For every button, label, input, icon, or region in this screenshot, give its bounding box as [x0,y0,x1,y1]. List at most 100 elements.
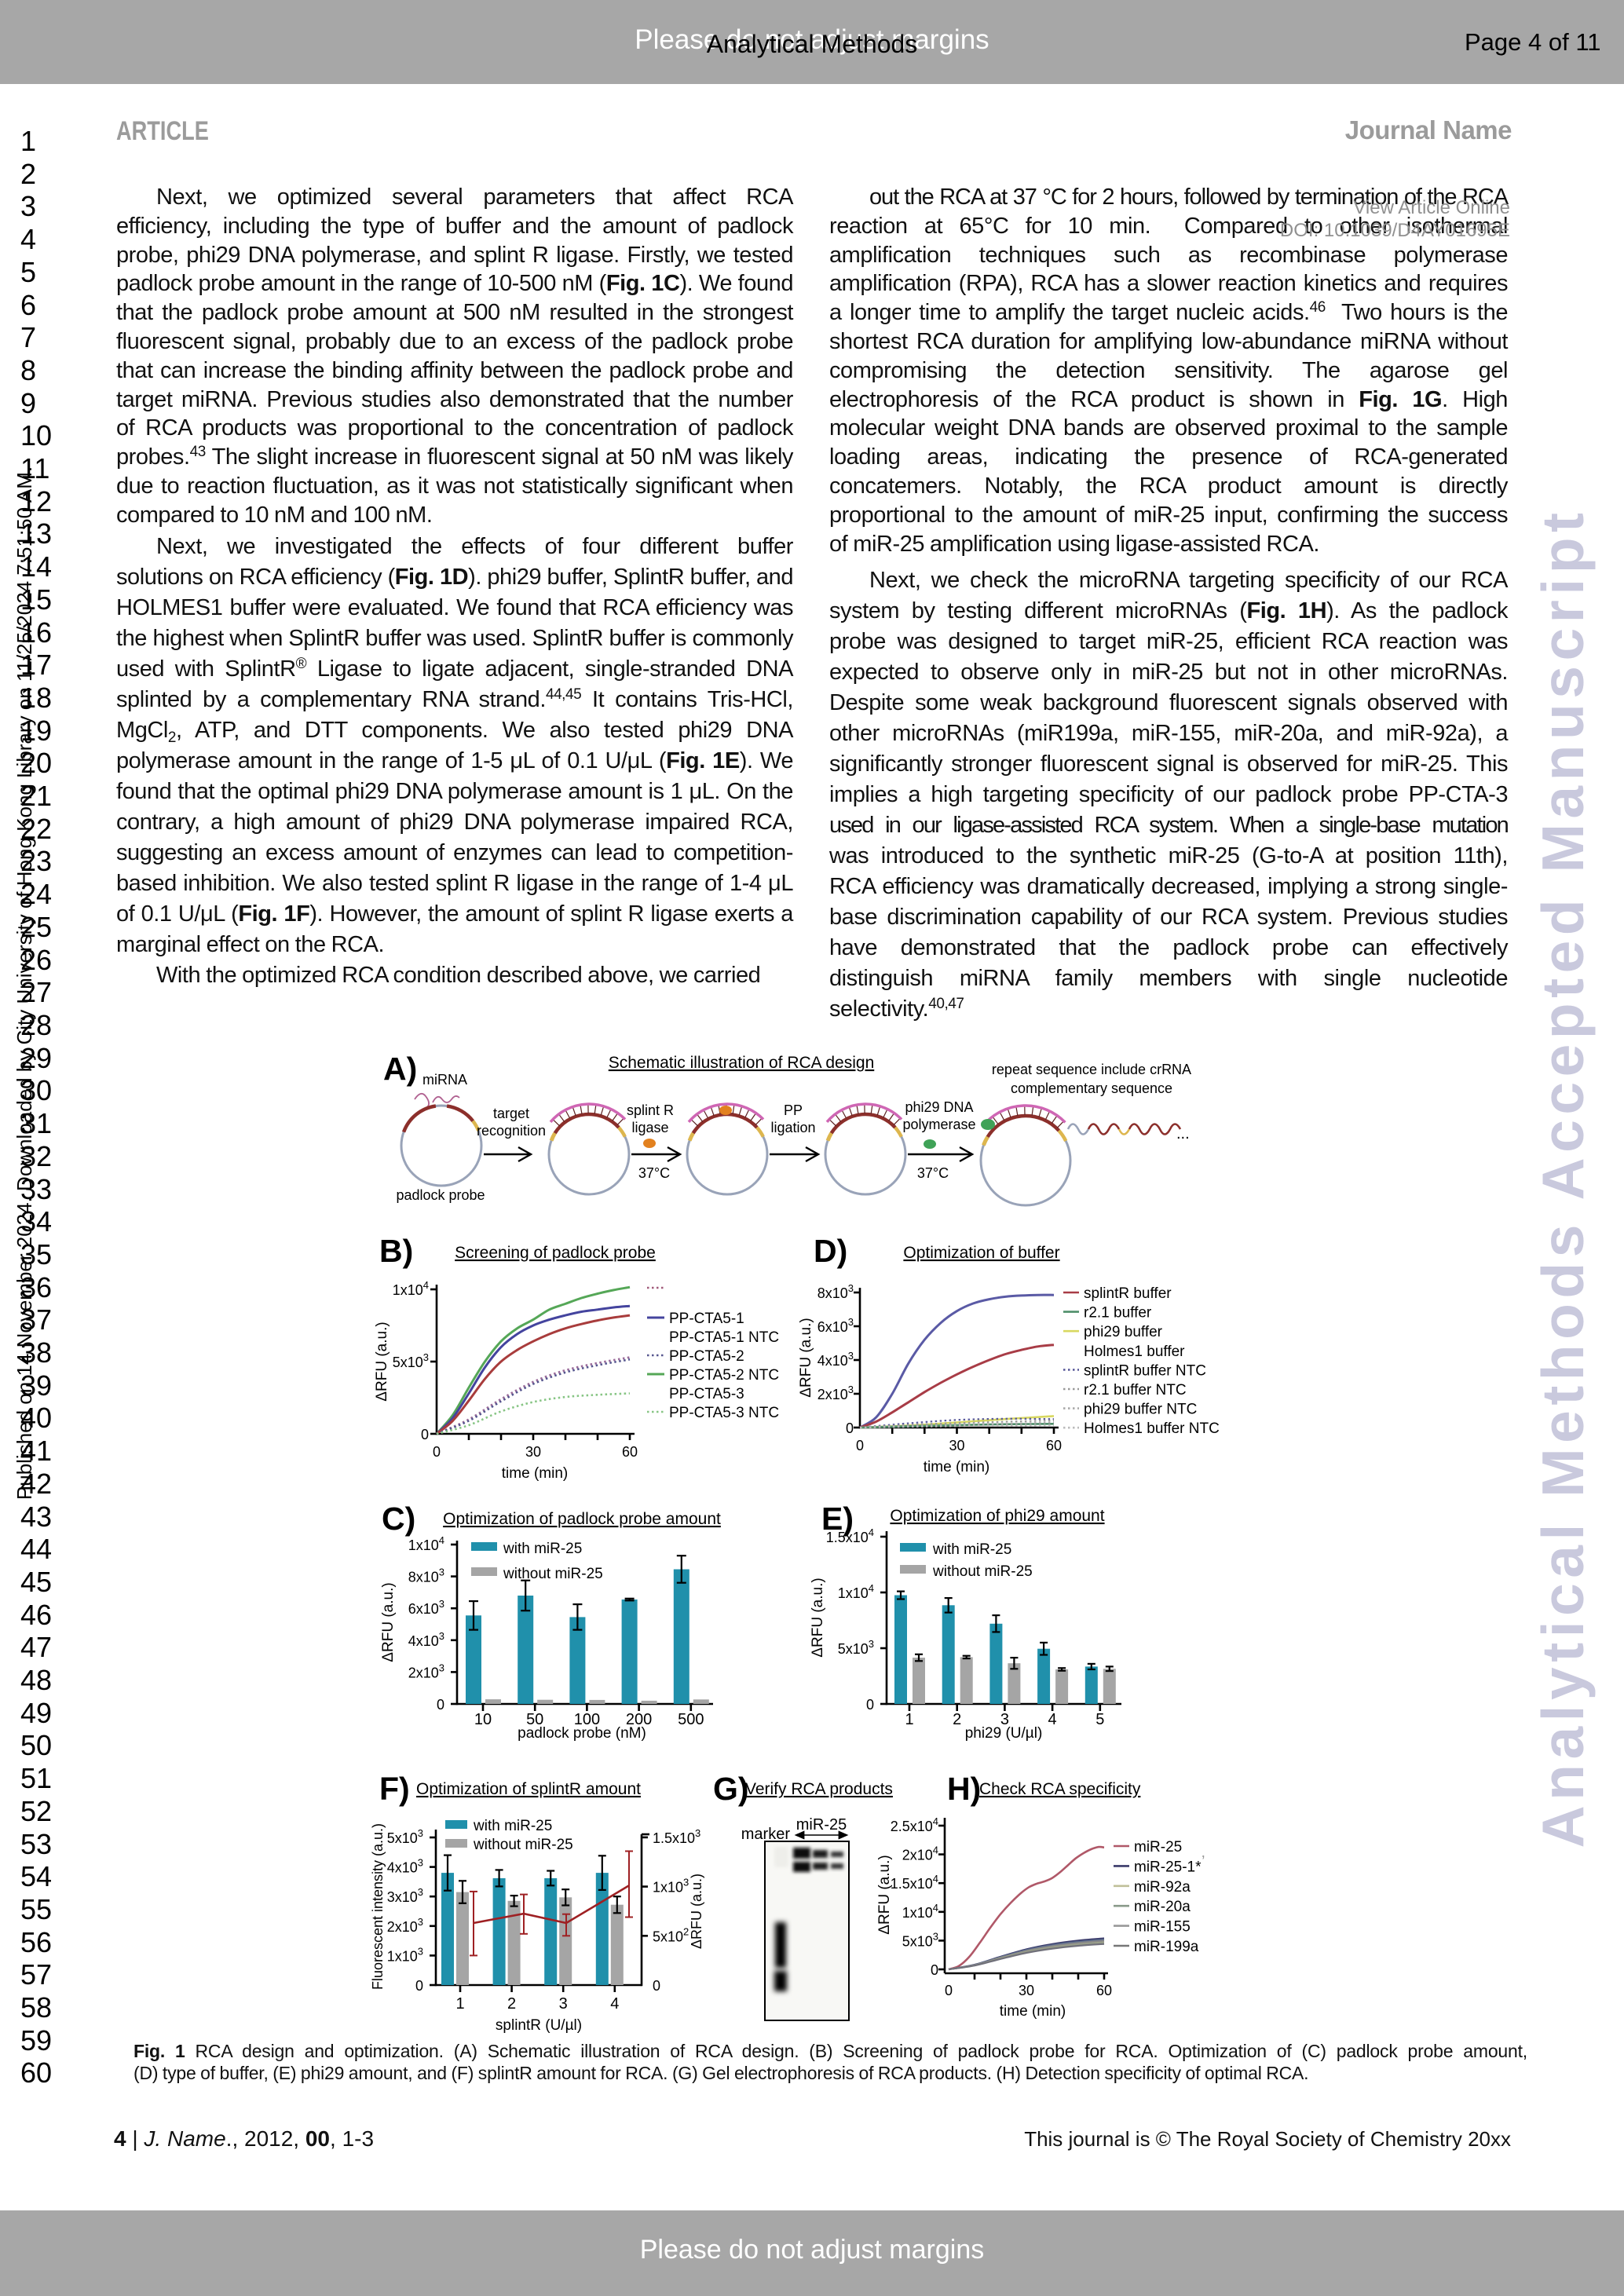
svg-text:1.5x104: 1.5x104 [891,1873,938,1892]
svg-text:0: 0 [437,1697,444,1713]
svg-text:30: 30 [1019,1983,1034,1998]
svg-text:1x104: 1x104 [393,1279,429,1298]
svg-text:PP-CTA5-1 NTC: PP-CTA5-1 NTC [669,1329,779,1346]
svg-text:splintR (U/µl): splintR (U/µl) [496,2017,582,2034]
svg-text:without miR-25: without miR-25 [473,1837,573,1853]
svg-text:4: 4 [1048,1711,1057,1728]
svg-text:padlock probe (nM): padlock probe (nM) [518,1725,646,1742]
svg-text:5x103: 5x103 [387,1827,423,1846]
svg-text:Fluorescent intensity (a.u.): Fluorescent intensity (a.u.) [370,1823,386,1990]
svg-text:without miR-25: without miR-25 [932,1563,1033,1580]
svg-text:miR-199a: miR-199a [1134,1939,1199,1955]
svg-text:miRNA: miRNA [422,1072,467,1088]
svg-text:1.5x104: 1.5x104 [826,1526,874,1545]
svg-text:5x103: 5x103 [838,1638,874,1657]
svg-text:D): D) [814,1233,847,1269]
svg-text:Check RCA specificity: Check RCA specificity [979,1780,1141,1798]
svg-text:time (min): time (min) [502,1465,568,1482]
svg-text:30: 30 [525,1444,541,1460]
svg-text:2.5x104: 2.5x104 [891,1815,938,1834]
svg-text:5x103: 5x103 [393,1351,429,1370]
svg-text:6x103: 6x103 [408,1598,444,1617]
svg-text:C): C) [382,1501,415,1537]
svg-text:r2.1 buffer NTC: r2.1 buffer NTC [1084,1382,1187,1398]
svg-text:ΔRFU (a.u.): ΔRFU (a.u.) [374,1322,390,1401]
svg-text:polymerase: polymerase [902,1117,975,1132]
svg-text:ΔRFU (a.u.): ΔRFU (a.u.) [798,1318,814,1397]
svg-text:6x103: 6x103 [817,1316,854,1335]
svg-text:phi29 buffer NTC: phi29 buffer NTC [1084,1402,1197,1418]
svg-text:3: 3 [559,1995,568,2013]
svg-text:0: 0 [433,1444,441,1460]
svg-text:PP-CTA5-1: PP-CTA5-1 [669,1311,744,1327]
svg-text:B): B) [379,1233,413,1269]
svg-text:2x103: 2x103 [387,1916,423,1935]
svg-text:0: 0 [415,1978,423,1994]
svg-text:ΔRFU (a.u.): ΔRFU (a.u.) [380,1582,397,1662]
svg-text:r2.1 buffer: r2.1 buffer [1084,1305,1152,1322]
svg-text:with miR-25: with miR-25 [503,1541,582,1557]
svg-text:5: 5 [1095,1711,1104,1728]
svg-text:miR-25: miR-25 [796,1816,847,1834]
svg-text:0: 0 [653,1978,660,1994]
svg-text:recognition: recognition [477,1123,546,1139]
svg-text:A): A) [383,1051,417,1087]
svg-text:’: ’ [1202,1853,1205,1870]
svg-text:Optimization of padlock probe: Optimization of padlock probe amount [443,1510,721,1528]
svg-text:splintR buffer NTC: splintR buffer NTC [1084,1362,1206,1379]
svg-text:200: 200 [626,1711,652,1728]
svg-text:37°C: 37°C [917,1165,949,1181]
svg-text:500: 500 [678,1711,704,1728]
svg-text:...: ... [1176,1125,1190,1143]
svg-text:ΔRFU (a.u.): ΔRFU (a.u.) [876,1855,893,1934]
svg-text:4x103: 4x103 [817,1350,854,1369]
svg-text:Screening of padlock probe: Screening of padlock probe [455,1244,656,1262]
svg-text:2x103: 2x103 [408,1662,444,1680]
svg-text:4x103: 4x103 [387,1857,423,1876]
svg-text:Optimization of splintR amount: Optimization of splintR amount [416,1780,641,1798]
svg-text:1x104: 1x104 [902,1902,938,1921]
svg-text:miR-20a: miR-20a [1134,1899,1191,1915]
svg-text:phi29 (U/µl): phi29 (U/µl) [965,1725,1043,1742]
svg-text:8x103: 8x103 [817,1282,854,1301]
svg-text:with miR-25: with miR-25 [932,1541,1011,1558]
svg-text:H): H) [947,1771,981,1807]
svg-text:3x103: 3x103 [387,1886,423,1905]
svg-text:padlock probe: padlock probe [396,1187,485,1203]
svg-text:1x104: 1x104 [838,1582,874,1601]
svg-text:complementary sequence: complementary sequence [1011,1080,1172,1096]
svg-text:8x103: 8x103 [408,1567,444,1585]
svg-text:ΔRFU (a.u.): ΔRFU (a.u.) [689,1874,704,1949]
svg-text:0: 0 [945,1983,953,1998]
svg-text:1: 1 [455,1995,464,2013]
svg-text:0: 0 [866,1697,874,1713]
svg-text:time (min): time (min) [924,1459,989,1475]
svg-text:5x103: 5x103 [902,1930,938,1949]
svg-text:4: 4 [610,1995,619,2013]
svg-text:F): F) [379,1771,410,1807]
svg-text:ΔRFU (a.u.): ΔRFU (a.u.) [810,1578,826,1657]
svg-text:miR-155: miR-155 [1134,1919,1191,1936]
svg-text:1: 1 [905,1711,913,1728]
svg-text:100: 100 [574,1711,600,1728]
svg-text:10: 10 [474,1711,492,1728]
svg-text:1x103: 1x103 [653,1877,689,1896]
svg-text:Holmes1 buffer: Holmes1 buffer [1084,1344,1185,1360]
svg-text:2x103: 2x103 [817,1384,854,1402]
svg-text:PP: PP [784,1102,803,1118]
svg-text:miR-25: miR-25 [1134,1839,1182,1855]
svg-text:ligase: ligase [631,1120,668,1135]
svg-text:60: 60 [1096,1983,1112,1998]
svg-text:splint R: splint R [627,1102,674,1118]
svg-text:0: 0 [421,1427,429,1442]
svg-text:Optimization of phi29 amount: Optimization of phi29 amount [890,1507,1104,1525]
svg-text:G): G) [713,1771,749,1807]
svg-text:PP-CTA5-2 NTC: PP-CTA5-2 NTC [669,1367,779,1384]
svg-text:phi29 buffer: phi29 buffer [1084,1324,1163,1340]
svg-text:splintR buffer: splintR buffer [1084,1285,1172,1302]
svg-text:0: 0 [931,1962,938,1978]
svg-text:ligation: ligation [770,1120,815,1135]
svg-text:Holmes1 buffer NTC: Holmes1 buffer NTC [1084,1420,1220,1437]
svg-text:PP-CTA5-3 NTC: PP-CTA5-3 NTC [669,1405,779,1421]
svg-text:Optimization of buffer: Optimization of buffer [903,1244,1059,1262]
